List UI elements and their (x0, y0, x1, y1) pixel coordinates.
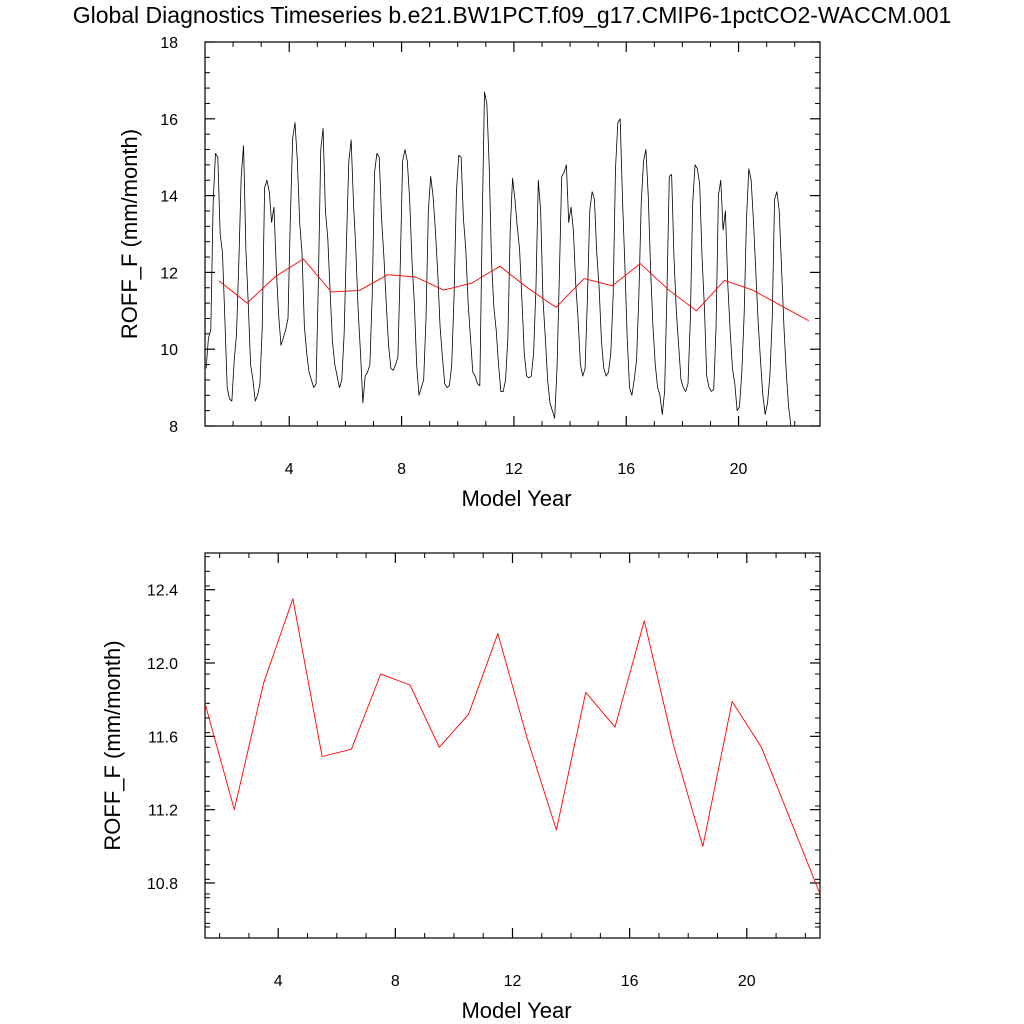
panel2-x-tick-label: 4 (274, 973, 283, 990)
panel1-x-axis-label: Model Year (461, 486, 571, 511)
panel1-x-tick-label: 20 (730, 461, 748, 478)
panel2-annual-mean-series-line (204, 598, 821, 895)
panel2-y-tick-label: 11.6 (148, 729, 178, 746)
panel1-y-tick-label: 14 (160, 189, 178, 206)
panel2-y-tick-label: 11.2 (148, 803, 178, 820)
panel1-plot-frame (204, 41, 821, 427)
panel2-plot-frame (204, 552, 821, 939)
panel1-annual-mean-series-line (218, 258, 809, 322)
panel2-y-tick-label: 12.0 (147, 656, 178, 673)
panel1-x-tick-label: 16 (617, 461, 635, 478)
panel1-y-axis-label: ROFF_F (mm/month) (117, 129, 142, 339)
panel2-y-tick-label: 12.4 (147, 583, 178, 600)
panel2-y-axis-label: ROFF_F (mm/month) (100, 640, 125, 850)
panel2-x-tick-label: 16 (621, 973, 639, 990)
panel1-y-tick-label: 16 (160, 112, 178, 129)
panel1-y-tick-label: 8 (169, 419, 178, 436)
panel2-x-tick-label: 8 (391, 973, 400, 990)
panel2-y-tick-label: 10.8 (147, 876, 178, 893)
panel1-x-tick-label: 4 (285, 461, 294, 478)
panel2-x-tick-label: 12 (504, 973, 522, 990)
panel1-x-tick-label: 8 (397, 461, 406, 478)
panel1-monthly-series-line (205, 91, 792, 427)
panel2-x-axis-label: Model Year (461, 998, 571, 1023)
panel2-x-tick-label: 20 (738, 973, 756, 990)
panel1-y-tick-label: 10 (160, 342, 178, 359)
panel1-y-tick-label: 18 (160, 35, 178, 52)
panel1-y-tick-label: 12 (160, 265, 178, 282)
panel1-x-tick-label: 12 (505, 461, 523, 478)
page-title: Global Diagnostics Timeseries b.e21.BW1P… (72, 2, 952, 28)
